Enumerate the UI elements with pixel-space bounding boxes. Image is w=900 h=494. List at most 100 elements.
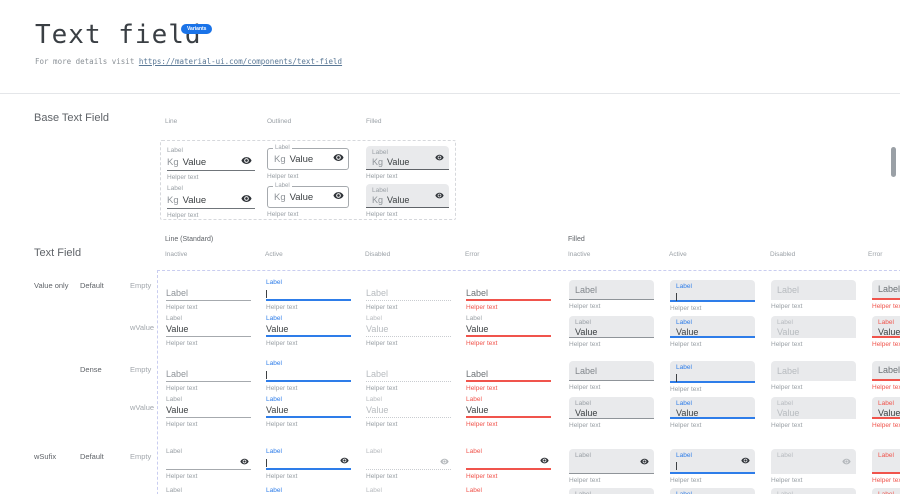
field-label: Label (777, 452, 793, 459)
field-input[interactable]: Label (670, 488, 755, 494)
base-dashed-container: Label Kg Value Helper text Label Kg Value H… (160, 140, 456, 220)
tf-filled-active-empty-dense[interactable]: Label Helper text (670, 359, 755, 393)
field-input[interactable]: Label (569, 488, 654, 494)
field-input[interactable]: Label (569, 449, 654, 474)
field-input[interactable] (266, 287, 351, 301)
tf-line-inactive-wsufix-wvalue[interactable]: Label Value Helper text (166, 486, 251, 494)
field-input[interactable]: Label (872, 280, 900, 300)
tf-filled-inactive-empty[interactable]: Label Helper text (569, 278, 654, 310)
field-input[interactable]: Label Kg Value (267, 183, 349, 208)
field-input[interactable] (166, 456, 251, 470)
tf-filled-error-wvalue[interactable]: Label Value Helper text (872, 314, 900, 348)
tf-line-inactive-wsufix[interactable]: Label Helper text (166, 447, 251, 480)
visibility-eye-icon[interactable] (240, 457, 249, 466)
field-input[interactable]: Label (670, 280, 755, 302)
field-input[interactable] (466, 456, 551, 470)
tf-line-active-wvalue-dense[interactable]: Label Value Helper text (266, 395, 351, 428)
field-input[interactable]: Kg Value (167, 193, 255, 209)
visibility-eye-icon[interactable] (435, 153, 444, 162)
tf-line-active-wsufix-wvalue[interactable]: Label Value Helper text (266, 486, 351, 494)
field-input[interactable]: Label Value (872, 316, 900, 338)
field-value[interactable]: Value (266, 404, 351, 418)
tf-filled-active-wsufix-wvalue[interactable]: Label (670, 486, 755, 494)
tf-filled-error-wsufix[interactable]: Label Helper text (872, 447, 900, 484)
field-input[interactable] (266, 368, 351, 382)
helper-text: Helper text (366, 173, 398, 180)
visibility-eye-icon[interactable] (540, 456, 549, 465)
tf-filled-active-empty[interactable]: Label Helper text (670, 278, 755, 312)
tf-filled-inactive-wsufix[interactable]: Label Helper text (569, 447, 654, 484)
visibility-eye-icon[interactable] (333, 190, 344, 201)
tf-filled-error-wvalue-dense[interactable]: Label Value Helper text (872, 395, 900, 429)
helper-text: Helper text (366, 421, 398, 428)
tf-filled-error-empty[interactable]: Label Helper text (872, 278, 900, 310)
field-input[interactable]: Label Value (670, 316, 755, 338)
tf-filled-active-wvalue-dense[interactable]: Label Value Helper text (670, 395, 755, 429)
tf-line-active-wvalue[interactable]: Label Value Helper text (266, 314, 351, 347)
tf-line-active-wsufix[interactable]: Label Helper text (266, 447, 351, 480)
tf-line-error-wvalue[interactable]: Label Value Helper text (466, 314, 551, 347)
base-line-field[interactable]: Label Kg Value Helper text (167, 184, 255, 219)
field-input: Label (771, 488, 856, 494)
field-input[interactable]: Label Kg Value (366, 184, 449, 208)
field-input[interactable]: Label Value (569, 316, 654, 338)
visibility-eye-icon[interactable] (435, 191, 444, 200)
field-input[interactable]: Kg Value (167, 155, 255, 171)
tf-filled-inactive-wsufix-wvalue[interactable]: Label (569, 486, 654, 494)
visibility-eye-icon[interactable] (241, 193, 252, 204)
field-input[interactable]: Label Value (872, 397, 900, 419)
field-input[interactable]: Label Value (670, 397, 755, 419)
tf-filled-inactive-wvalue-dense[interactable]: Label Value Helper text (569, 395, 654, 429)
tf-line-error-wvalue-dense[interactable]: Label Value Helper text (466, 395, 551, 428)
tf-line-error-empty-dense[interactable]: Label Helper text (466, 359, 551, 392)
tf-filled-error-empty-dense[interactable]: Label Helper text (872, 359, 900, 391)
field-value[interactable]: Value (466, 323, 551, 337)
base-line-field[interactable]: Label Kg Value Helper text (167, 146, 255, 181)
visibility-eye-icon[interactable] (241, 155, 252, 166)
base-filled-field[interactable]: Label Kg Value Helper text (366, 146, 449, 180)
scrollbar-thumb[interactable] (891, 147, 896, 177)
field-input[interactable] (266, 456, 351, 470)
tf-line-inactive-wvalue[interactable]: Label Value Helper text (166, 314, 251, 347)
field-label: Label (676, 283, 692, 290)
tf-line-active-empty-dense[interactable]: Label Helper text (266, 359, 351, 392)
field-input[interactable]: Label Kg Value (267, 145, 349, 170)
field-input[interactable]: Label Value (569, 397, 654, 419)
field-input[interactable]: Label (872, 361, 900, 381)
tf-filled-active-wsufix[interactable]: Label Helper text (670, 447, 755, 484)
tf-line-disabled-wsufix: Label Helper text (366, 447, 451, 480)
tf-line-error-wsufix[interactable]: Label Helper text (466, 447, 551, 480)
tf-filled-inactive-empty-dense[interactable]: Label Helper text (569, 359, 654, 391)
field-value[interactable]: Value (266, 323, 351, 337)
field-input[interactable]: Label (872, 488, 900, 494)
tf-line-inactive-empty[interactable]: Label Helper text (166, 278, 251, 311)
base-filled-field[interactable]: Label Kg Value Helper text (366, 184, 449, 218)
base-outlined-field[interactable]: Label Kg Value Helper text (267, 183, 349, 218)
visibility-eye-icon[interactable] (640, 457, 649, 466)
docs-link[interactable]: https://material-ui.com/components/text-… (138, 57, 343, 66)
tf-line-inactive-empty-dense[interactable]: Label Helper text (166, 359, 251, 392)
field-input[interactable]: Label (670, 449, 755, 474)
field-value[interactable]: Value (166, 404, 251, 418)
tf-line-error-empty[interactable]: Label Helper text (466, 278, 551, 311)
field-input[interactable]: Label (872, 449, 900, 474)
visibility-eye-icon[interactable] (333, 152, 344, 163)
visibility-eye-icon[interactable] (340, 456, 349, 465)
field-input[interactable]: Label (569, 280, 654, 300)
tf-line-inactive-wvalue-dense[interactable]: Label Value Helper text (166, 395, 251, 428)
field-value[interactable]: Value (466, 404, 551, 418)
field-input[interactable]: Label (569, 361, 654, 381)
tf-filled-active-wvalue[interactable]: Label Value Helper text (670, 314, 755, 348)
subtitle-prefix: For more details visit (35, 57, 139, 66)
field-value: Value (575, 327, 598, 337)
tf-filled-inactive-wvalue[interactable]: Label Value Helper text (569, 314, 654, 348)
field-label: Label (266, 315, 282, 322)
tf-line-active-empty[interactable]: Label Helper text (266, 278, 351, 311)
field-value[interactable]: Value (166, 323, 251, 337)
tf-filled-error-wsufix-wvalue[interactable]: Label (872, 486, 900, 494)
base-outlined-field[interactable]: Label Kg Value Helper text (267, 145, 349, 180)
field-input[interactable]: Label (670, 361, 755, 383)
visibility-eye-icon[interactable] (741, 456, 750, 465)
field-input[interactable]: Label Kg Value (366, 146, 449, 170)
tf-line-error-wsufix-wvalue[interactable]: Label Value Helper text (466, 486, 551, 494)
